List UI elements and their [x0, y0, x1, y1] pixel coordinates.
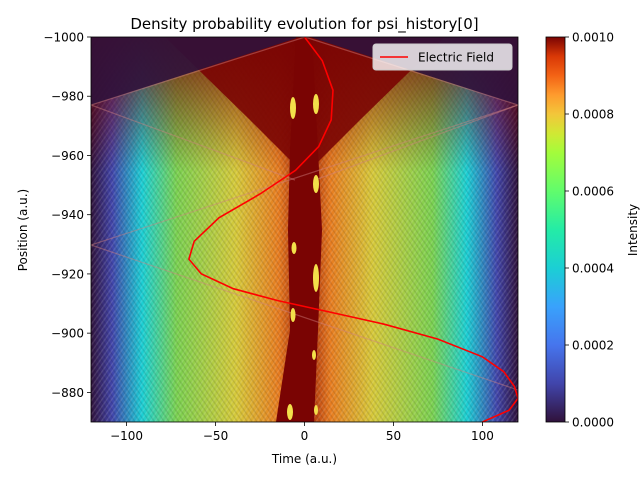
y-tick-label: −980 — [51, 90, 84, 104]
colorbar-tick-label: 0.0002 — [572, 339, 614, 353]
density-blobs — [287, 94, 319, 420]
heatmap-central-band — [276, 37, 322, 422]
x-tick-label: −50 — [203, 429, 228, 443]
y-tick-label: −880 — [51, 386, 84, 400]
colorbar-tick-label: 0.0008 — [572, 108, 614, 122]
y-tick-label: −960 — [51, 149, 84, 163]
heatmap-corner-left — [91, 37, 300, 105]
chart-title: Density probability evolution for psi_hi… — [130, 15, 478, 34]
colorbar: 0.0000 0.0002 0.0004 0.0006 0.0008 0.0010 Int… — [545, 31, 640, 430]
colorbar-label: Intensity — [626, 204, 640, 256]
y-tick-label: −900 — [51, 327, 84, 341]
legend-box — [372, 43, 513, 71]
x-axis: −100 −50 0 50 100 — [110, 422, 494, 443]
legend-label-electric-field: Electric Field — [418, 51, 494, 65]
x-axis-label: Time (a.u.) — [271, 452, 337, 466]
x-tick-label: 100 — [471, 429, 494, 443]
y-tick-label: −1000 — [43, 31, 84, 45]
y-tick-label: −920 — [51, 267, 84, 281]
colorbar-tick-label: 0.0004 — [572, 262, 614, 276]
y-axis: −1000 −980 −960 −940 −920 −900 −880 — [43, 31, 91, 400]
y-axis-label: Position (a.u.) — [16, 189, 30, 272]
colorbar-ticks: 0.0000 0.0002 0.0004 0.0006 0.0008 0.0010 — [565, 31, 614, 430]
x-tick-label: 50 — [386, 429, 401, 443]
colorbar-tick-label: 0.0000 — [572, 416, 614, 430]
x-tick-label: 0 — [301, 429, 309, 443]
colorbar-tick-label: 0.0006 — [572, 185, 614, 199]
reflection-ridges — [91, 37, 518, 391]
colorbar-gradient — [545, 36, 566, 423]
y-tick-label: −940 — [51, 208, 84, 222]
x-tick-label: −100 — [110, 429, 143, 443]
colorbar-tick-label: 0.0010 — [572, 31, 614, 45]
legend: Electric Field — [372, 43, 513, 71]
heatmap-plot-area — [91, 37, 518, 422]
series-line-electric-field — [188, 37, 518, 422]
